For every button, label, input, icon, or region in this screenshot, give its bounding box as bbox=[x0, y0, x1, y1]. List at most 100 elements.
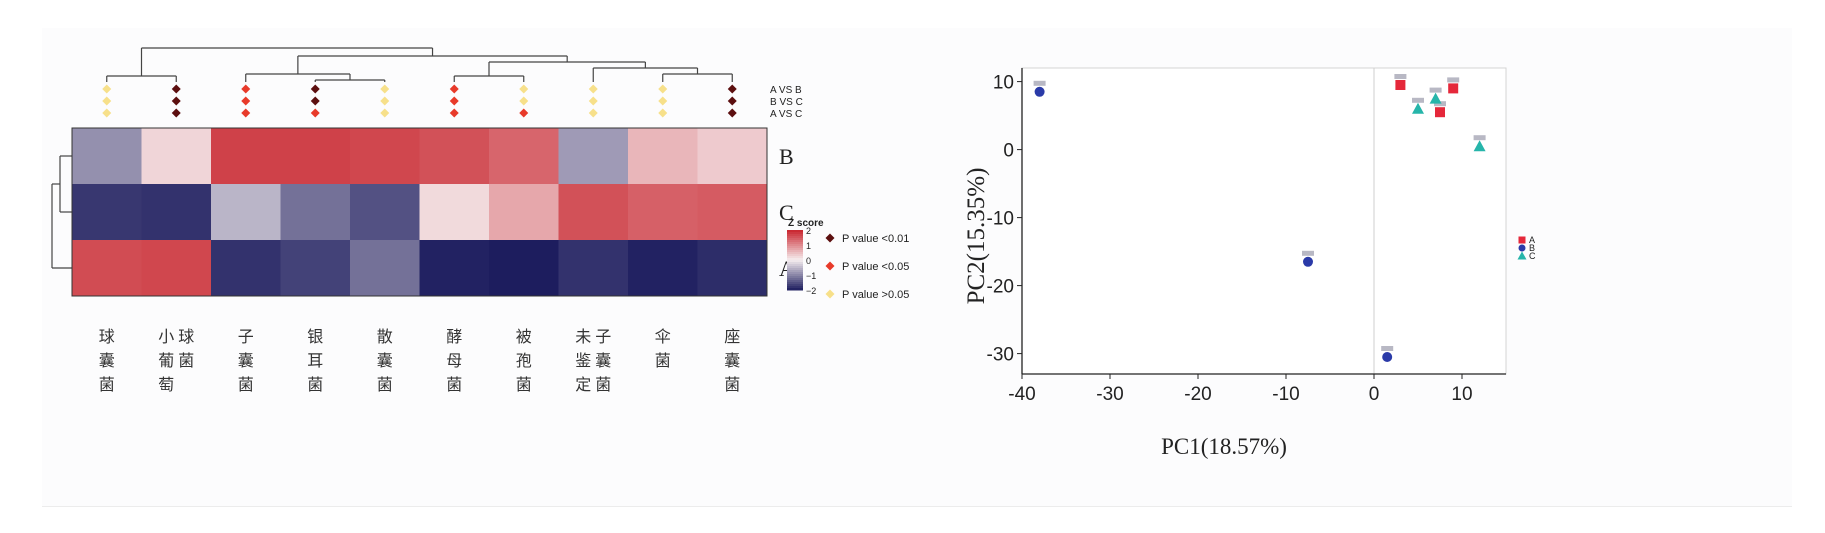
column-label-char: 葡 bbox=[158, 351, 174, 370]
point-label-mark bbox=[1473, 135, 1486, 141]
data-point bbox=[1435, 107, 1445, 118]
colorbar-segment bbox=[787, 250, 803, 253]
colorbar-segment bbox=[787, 254, 803, 257]
column-label-char: 耳 bbox=[307, 351, 323, 370]
colorbar-segment bbox=[787, 270, 803, 273]
figure-canvas: A VS BB VS CA VS C BCA 球囊菌小葡萄球菌子囊菌银耳菌散囊菌… bbox=[51, 47, 1536, 459]
heatmap-cell bbox=[72, 240, 142, 297]
point-label-mark bbox=[1033, 80, 1046, 86]
column-label-char: 孢 bbox=[516, 351, 532, 370]
heatmap-cell bbox=[211, 240, 281, 297]
heatmap-cell bbox=[489, 184, 559, 241]
heatmap-cell bbox=[558, 128, 629, 185]
legend-marker bbox=[1518, 236, 1526, 244]
y-tick-label: 10 bbox=[993, 73, 1014, 94]
legend-label: B bbox=[1529, 243, 1535, 253]
point-label-mark bbox=[1429, 87, 1442, 93]
heatmap-cell bbox=[419, 184, 490, 241]
significance-dot bbox=[449, 84, 459, 94]
colorbar-tick: −1 bbox=[806, 271, 816, 281]
colorbar-segment bbox=[787, 256, 803, 259]
heatmap-cell bbox=[558, 184, 629, 241]
significance-dot bbox=[588, 96, 598, 106]
colorbar-segment bbox=[787, 288, 803, 291]
point-label-mark bbox=[1302, 250, 1314, 256]
column-label-char: 球 bbox=[99, 327, 115, 346]
significance-dot bbox=[658, 108, 668, 118]
significance-dot bbox=[241, 96, 251, 106]
colorbar-segment bbox=[787, 262, 803, 265]
column-label-char: 鉴 bbox=[575, 351, 591, 370]
heatmap-cell bbox=[558, 240, 629, 297]
column-label-char: 酵 bbox=[446, 327, 462, 346]
point-label-mark bbox=[1434, 101, 1446, 107]
column-label-char: 球 bbox=[178, 327, 194, 346]
pca-legend: ABC bbox=[1517, 235, 1536, 261]
heatmap-cell bbox=[280, 184, 351, 241]
x-tick-label: 0 bbox=[1369, 384, 1380, 405]
colorbar-segment bbox=[787, 232, 803, 235]
data-point bbox=[1412, 102, 1424, 114]
heatmap-cell bbox=[350, 128, 420, 185]
comparison-label: A VS B bbox=[770, 85, 802, 96]
colorbar-segment bbox=[787, 286, 803, 289]
row-label: C bbox=[779, 200, 794, 225]
colorbar-tick: 2 bbox=[806, 226, 811, 236]
column-label-char: 银 bbox=[307, 327, 323, 346]
column-dendrogram bbox=[106, 47, 733, 82]
data-point bbox=[1429, 92, 1442, 104]
point-label-mark bbox=[1412, 97, 1424, 103]
pvalue-legend-marker bbox=[825, 289, 835, 299]
x-tick-label: -30 bbox=[1096, 384, 1123, 405]
column-label-char: 定 bbox=[575, 375, 591, 394]
pvalue-legend: P value <0.01 P value <0.05 P value >0.05 bbox=[825, 233, 909, 301]
colorbar-segment bbox=[787, 248, 803, 251]
column-label-char: 菌 bbox=[655, 351, 671, 370]
colorbar-segment bbox=[787, 234, 803, 237]
significance-dot bbox=[519, 96, 529, 106]
column-label-char: 菌 bbox=[377, 375, 393, 394]
plot-area bbox=[1021, 67, 1507, 375]
column-label-char: 菌 bbox=[238, 375, 254, 394]
x-tick-label: -40 bbox=[1008, 384, 1035, 405]
significance-dot bbox=[449, 108, 459, 118]
column-label-char: 伞 bbox=[655, 327, 671, 346]
pca-axes: -40 -30 -20 -10 0 10 10 0 -10 -20 -30 PC1(18.57%) PC… bbox=[963, 67, 1507, 459]
colorbar-segment bbox=[787, 236, 803, 239]
heatmap-cell bbox=[211, 184, 281, 241]
column-label-char: 未 bbox=[575, 327, 591, 346]
column-label-char: 被 bbox=[516, 327, 532, 346]
heatmap-cell bbox=[419, 240, 490, 297]
colorbar-segment bbox=[787, 252, 803, 255]
row-dendrogram bbox=[51, 155, 72, 269]
row-label: B bbox=[779, 144, 794, 169]
y-axis-title: PC2(15.35%) bbox=[963, 168, 990, 305]
pca-points bbox=[1033, 74, 1486, 362]
point-label-mark bbox=[1447, 77, 1460, 83]
column-label-char: 菌 bbox=[595, 375, 611, 394]
heatmap-cell bbox=[628, 128, 698, 185]
heatmap-border bbox=[71, 127, 768, 297]
significance-dot bbox=[171, 84, 181, 94]
colorbar-tick: 1 bbox=[806, 241, 811, 251]
comparison-labels: A VS BB VS CA VS C bbox=[770, 85, 803, 120]
column-label-char: 萄 bbox=[158, 375, 174, 394]
y-tick-label: 0 bbox=[1003, 141, 1014, 162]
legend-label: C bbox=[1529, 251, 1536, 261]
point-label-mark bbox=[1394, 74, 1407, 79]
column-label-char: 囊 bbox=[377, 351, 393, 370]
comparison-label: B VS C bbox=[770, 97, 803, 108]
significance-dot bbox=[171, 96, 181, 106]
heatmap-cell bbox=[280, 128, 351, 185]
column-label-char: 囊 bbox=[595, 351, 611, 370]
significance-dot bbox=[727, 108, 737, 118]
column-label-char: 菌 bbox=[446, 375, 462, 394]
pvalue-legend-marker bbox=[825, 261, 835, 271]
data-point bbox=[1303, 256, 1313, 267]
significance-dot bbox=[588, 108, 598, 118]
heatmap-cell bbox=[628, 184, 698, 241]
significance-dot bbox=[171, 108, 181, 118]
pca-scatter-chart: -40 -30 -20 -10 0 10 10 0 -10 -20 -30 PC1(18.57%) PC… bbox=[963, 67, 1536, 459]
